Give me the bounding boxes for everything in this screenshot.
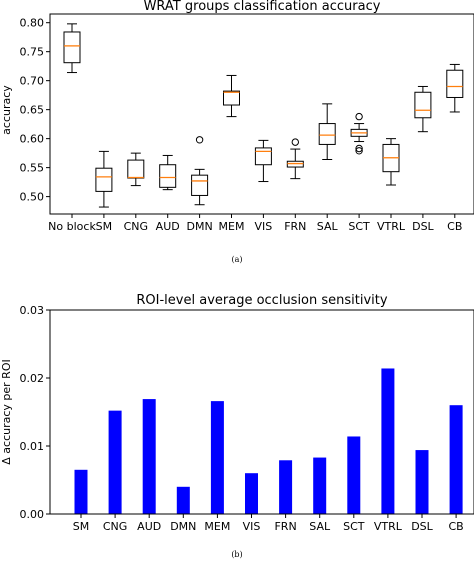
x-tick-label: CB <box>447 220 462 233</box>
y-tick-label: 0.65 <box>20 104 45 117</box>
box-iqr <box>95 167 113 192</box>
bar <box>313 457 327 514</box>
x-tick-label: VTRL <box>374 520 403 533</box>
x-tick-label: MEM <box>204 520 230 533</box>
bar <box>74 469 88 514</box>
x-tick-label: MEM <box>219 220 245 233</box>
chart-b-plot-area: 0.00 0.01 0.02 0.03 SM CNG AUD DMN MEM VIS FRN SAL S… <box>20 304 474 533</box>
bar <box>108 410 122 514</box>
x-tick-label: SM <box>73 520 89 533</box>
y-tick-label: 0.75 <box>20 46 45 59</box>
chart-b-title: ROI-level average occlusion sensitivity <box>136 293 388 308</box>
y-tick-label: 0.50 <box>20 191 45 204</box>
panel-a-box-plot: WRAT groups classification accuracy accu… <box>0 0 474 264</box>
chart-a-caption: (a) <box>231 255 242 264</box>
bar <box>449 405 463 514</box>
chart-a-title: WRAT groups classification accuracy <box>144 0 381 14</box>
x-tick-label: VTRL <box>377 220 406 233</box>
box-iqr <box>446 69 464 98</box>
x-tick-label: VIS <box>243 520 261 533</box>
x-tick-label: AUD <box>137 520 161 533</box>
x-tick-label: FRN <box>274 520 296 533</box>
x-tick-label: DSL <box>412 220 434 233</box>
outlier-point <box>355 112 363 121</box>
outlier-point <box>355 144 363 153</box>
x-tick-label: No block <box>48 220 96 233</box>
bar <box>210 401 224 514</box>
x-tick-label: SAL <box>309 520 331 533</box>
x-tick-label: DSL <box>411 520 433 533</box>
x-tick-label: DMN <box>186 220 212 233</box>
box-iqr <box>414 91 432 119</box>
y-tick-label: 0.03 <box>20 304 45 317</box>
y-tick-label: 0.01 <box>20 440 45 453</box>
chart-a-plot-area: 0.50 0.55 0.60 0.65 0.70 0.75 0.80 No block SM CN… <box>20 13 474 233</box>
x-tick-label: CNG <box>124 220 148 233</box>
outlier-point <box>291 138 299 146</box>
y-tick-label: 0.80 <box>20 17 45 30</box>
box-iqr <box>318 123 336 145</box>
x-tick-label: SCT <box>343 520 365 533</box>
chart-b-y-axis-label: Δ accuracy per ROI <box>0 359 13 464</box>
chart-b-caption: (b) <box>231 550 242 559</box>
y-tick-label: 0.00 <box>20 508 45 521</box>
x-tick-label: SM <box>96 220 112 233</box>
bar <box>381 368 395 514</box>
bar <box>176 486 190 514</box>
outlier-point <box>355 147 363 155</box>
box-iqr <box>223 90 240 106</box>
box-iqr <box>159 164 177 188</box>
panel-b-bar-chart: ROI-level average occlusion sensitivity … <box>0 293 474 559</box>
chart-b-frame <box>49 309 474 515</box>
chart-a-y-axis-label: accuracy <box>0 85 13 135</box>
y-tick-label: 0.60 <box>20 133 45 146</box>
x-tick-label: CNG <box>103 520 127 533</box>
box-iqr <box>254 147 272 166</box>
outlier-point <box>195 136 204 144</box>
bar <box>415 450 429 514</box>
chart-a-frame <box>49 13 474 215</box>
box-iqr <box>191 174 209 196</box>
y-tick-label: 0.70 <box>20 75 45 88</box>
bar <box>347 436 361 514</box>
x-tick-label: SCT <box>348 220 370 233</box>
x-tick-label: SAL <box>317 220 339 233</box>
bar <box>245 473 258 514</box>
x-tick-label: DMN <box>170 520 196 533</box>
x-tick-label: AUD <box>156 220 180 233</box>
bar <box>279 460 293 514</box>
x-tick-label: VIS <box>255 220 273 233</box>
y-tick-label: 0.55 <box>20 162 45 175</box>
x-tick-label: CB <box>448 520 463 533</box>
box-iqr <box>63 31 81 64</box>
y-tick-label: 0.02 <box>20 372 45 385</box>
x-tick-label: FRN <box>284 220 306 233</box>
box-iqr <box>127 159 145 179</box>
bar <box>142 399 156 514</box>
